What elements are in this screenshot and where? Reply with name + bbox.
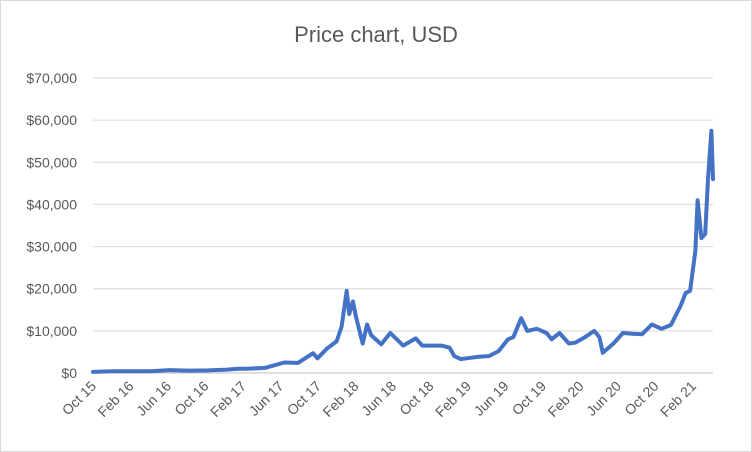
x-tick-label: Jun 16 [133,378,174,419]
x-tick-label: Jun 20 [583,378,624,419]
y-tick-label: $20,000 [26,281,77,297]
y-tick-label: $70,000 [26,70,77,86]
y-tick-label: $0 [61,365,77,381]
x-tick-label: Jun 18 [358,378,399,419]
y-tick-label: $60,000 [26,112,77,128]
y-tick-label: $10,000 [26,323,77,339]
x-tick-label: Oct 19 [509,378,550,419]
y-axis: $0 $10,000 $20,000 $30,000 $40,000 $50,000 $60… [26,70,77,381]
x-tick-label: Jun 19 [471,378,512,419]
series-layer [91,128,715,374]
x-tick-label: Oct 17 [284,378,325,419]
x-tick-label: Jun 17 [246,378,287,419]
y-tick-label: $40,000 [26,196,77,212]
price-series-line [91,128,715,374]
x-tick-label: Feb 20 [544,378,586,420]
x-tick-label: Oct 16 [171,378,212,419]
x-tick-label: Oct 18 [396,378,437,419]
x-tick-label: Oct 20 [621,378,662,419]
x-tick-label: Feb 17 [207,378,249,420]
x-tick-label: Feb 21 [657,378,699,420]
x-tick-label: Oct 15 [59,378,100,419]
chart-title: Price chart, USD [294,22,458,47]
x-tick-label: Feb 19 [432,378,474,420]
x-tick-label: Feb 18 [319,378,361,420]
gridlines [93,77,713,374]
x-tick-label: Feb 16 [94,378,136,420]
y-tick-label: $30,000 [26,239,77,255]
y-tick-label: $50,000 [26,154,77,170]
